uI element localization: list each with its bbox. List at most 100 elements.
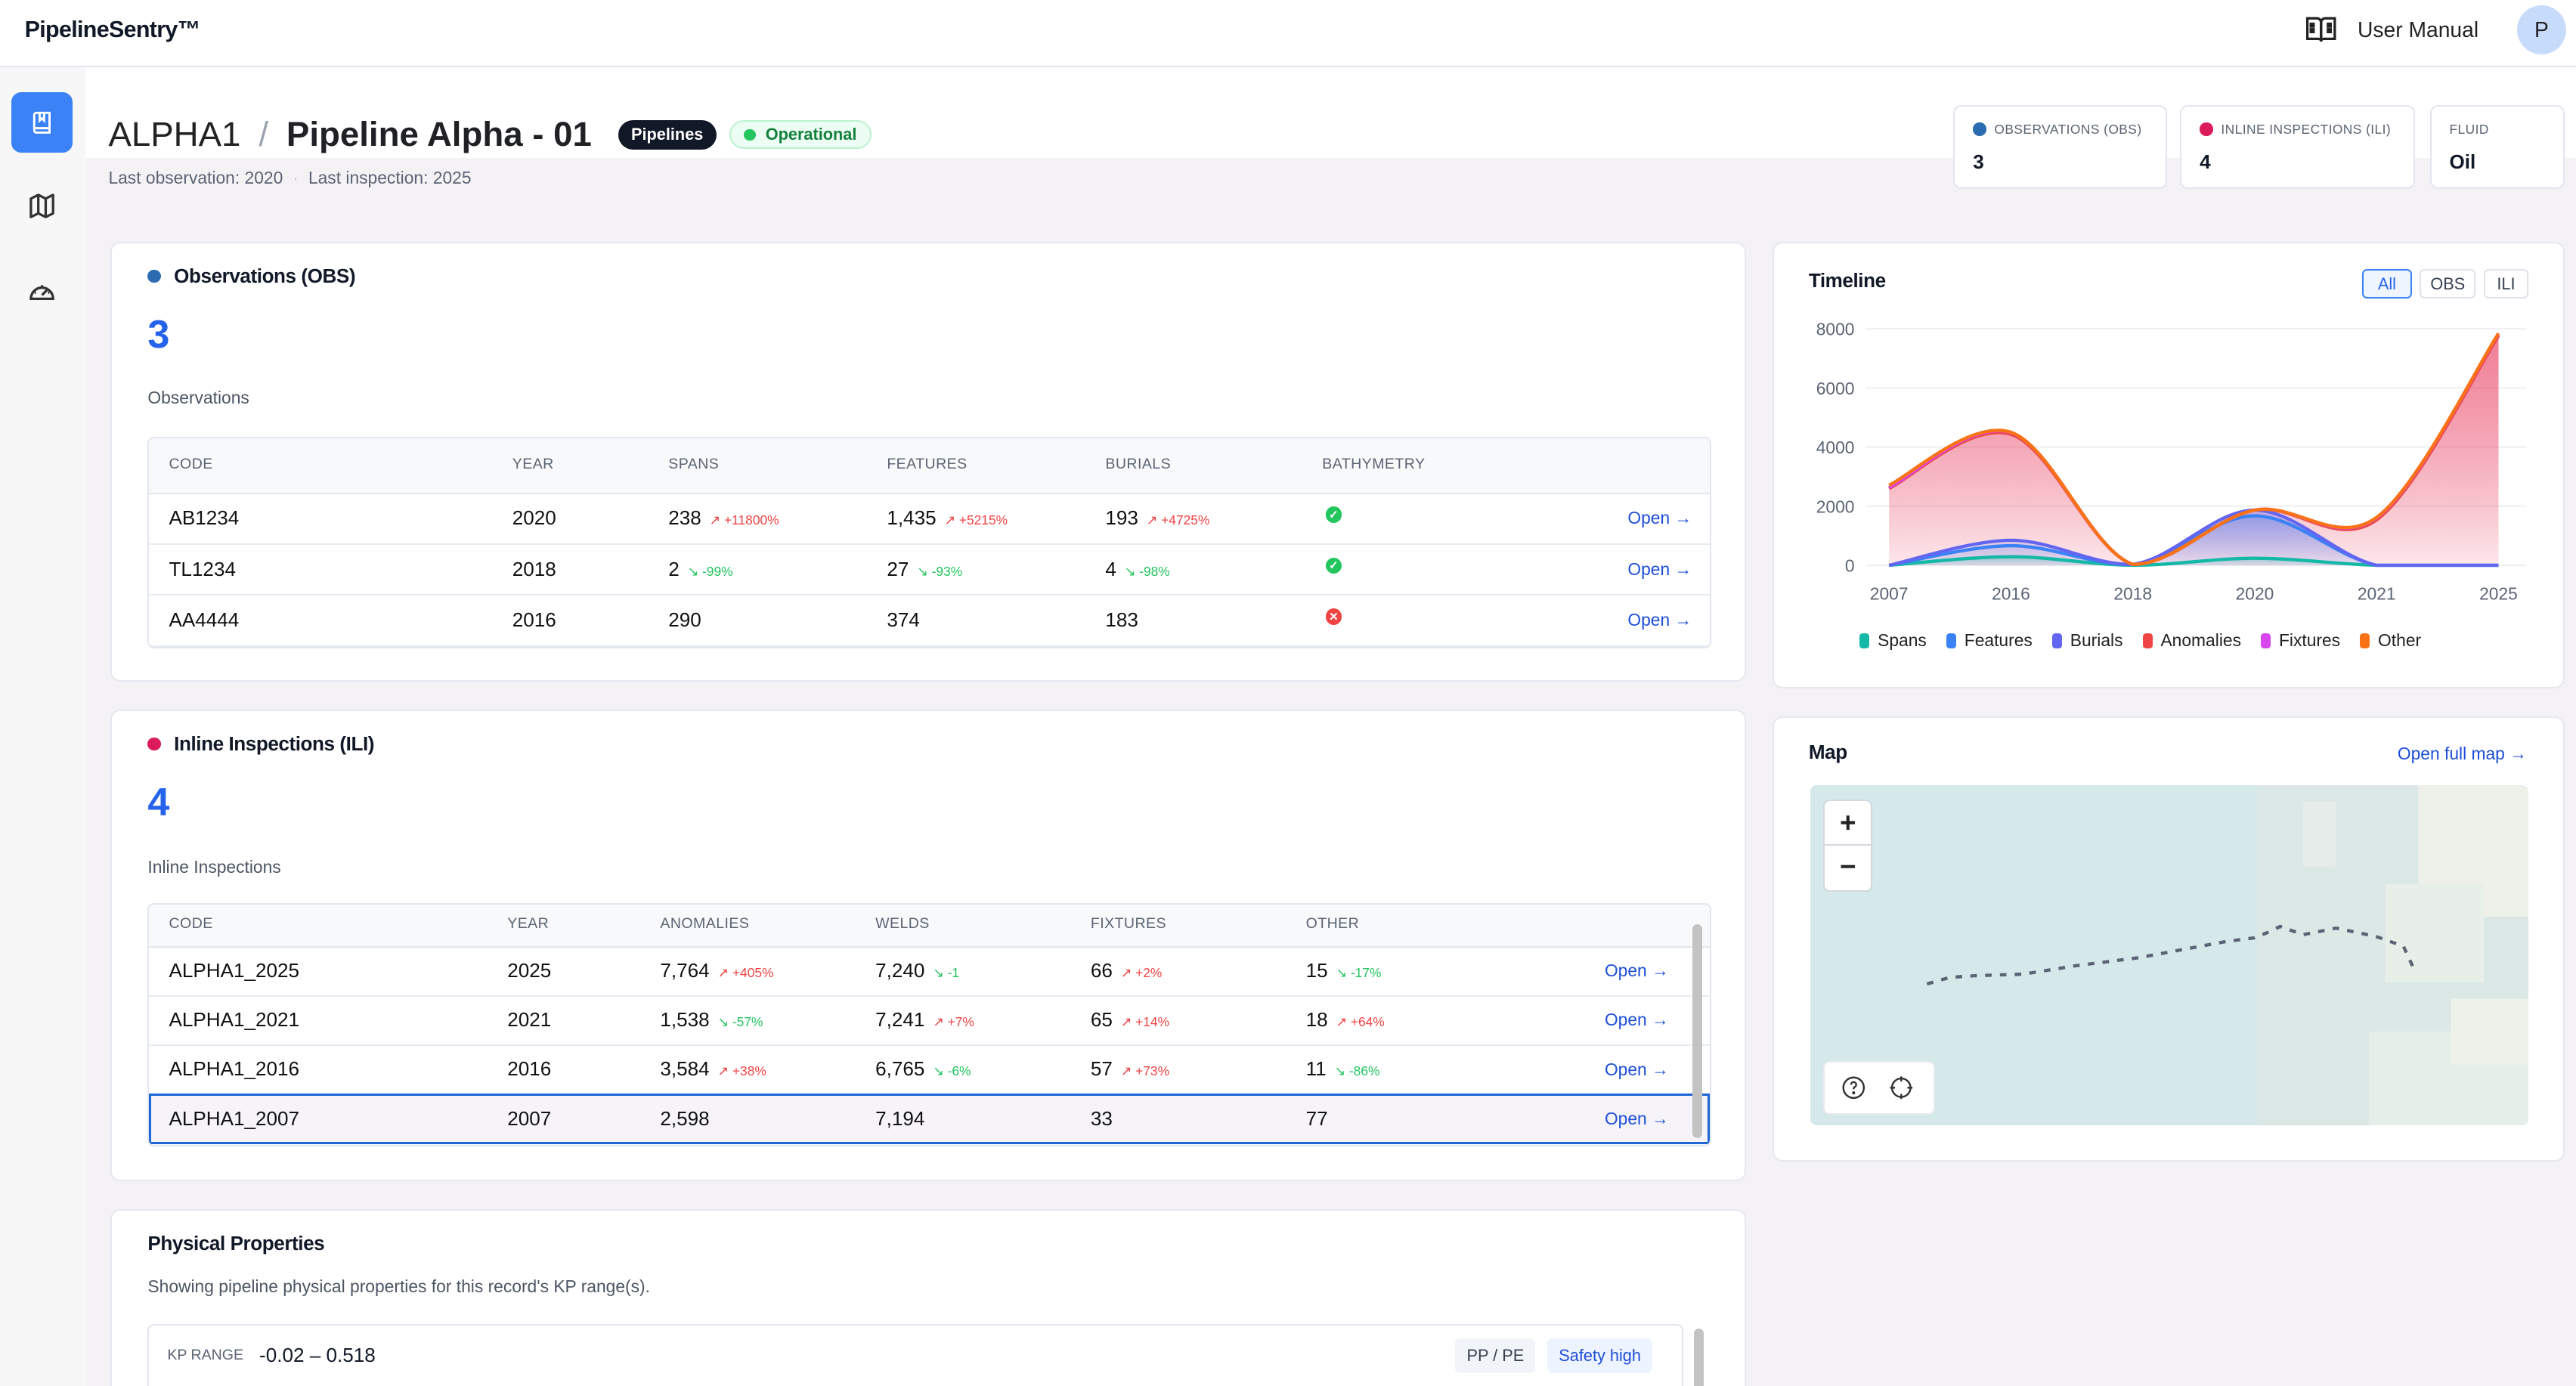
page-subtitle: Last observation: 2020 · Last inspection: …: [108, 168, 471, 188]
open-link[interactable]: Open →: [1627, 508, 1692, 528]
filter-all-button[interactable]: All: [2362, 269, 2412, 299]
other-value: 11: [1305, 1057, 1327, 1081]
table-row[interactable]: ALPHA1_2025 2025 7,764 ↗ +405% 7,240 ↘ -1 66 ↗ …: [149, 946, 1711, 997]
cell-features: 27 ↘ -93%: [887, 558, 962, 581]
physical-description: Showing pipeline physical properties for…: [147, 1276, 650, 1296]
other-value: 77: [1305, 1106, 1328, 1130]
physical-scrollbar[interactable]: [1693, 1329, 1704, 1386]
cell-code: AA4444: [169, 608, 240, 631]
table-row[interactable]: AA4444 2016 290 374 183 ✕ Open →: [149, 594, 1711, 647]
column-header: WELDS: [875, 915, 930, 933]
inspections-card: Inline Inspections (ILI) 4 Inline Inspec…: [110, 709, 1747, 1181]
welds-value: 7,241: [875, 1008, 925, 1032]
column-header: YEAR: [507, 915, 550, 933]
open-link[interactable]: Open →: [1604, 1059, 1669, 1079]
delta-value: -17%: [1350, 964, 1382, 980]
delta-value: +4725%: [1161, 512, 1210, 528]
welds-value: 7,240: [875, 958, 925, 982]
legend-item-fixtures[interactable]: Fixtures: [2261, 630, 2340, 651]
fixtures-delta: ↗ +2%: [1121, 965, 1163, 981]
avatar[interactable]: P: [2516, 5, 2566, 54]
open-link[interactable]: Open →: [1627, 558, 1692, 579]
line-burials[interactable]: [1888, 508, 2499, 567]
legend-swatch-icon: [2360, 633, 2370, 648]
legend-label: Other: [2378, 630, 2422, 651]
timeline-chart: 0 2000 4000 6000 8000 2007 2016 2018 2020 2021 202…: [1816, 319, 2527, 603]
legend-item-anomalies[interactable]: Anomalies: [2142, 630, 2241, 651]
cell-spans: 2 ↘ -99%: [668, 558, 732, 581]
locate-crosshair-icon[interactable]: [1889, 1075, 1914, 1100]
open-full-map-link[interactable]: Open full map →: [2397, 744, 2528, 764]
filter-obs-button[interactable]: OBS: [2420, 269, 2476, 299]
open-link[interactable]: Open →: [1604, 1108, 1669, 1128]
legend-swatch-icon: [2261, 633, 2271, 648]
table-row[interactable]: AB1234 2020 238 ↗ +11800% 1,435 ↗ +5215% 193 ↗ …: [149, 493, 1711, 546]
x-circle-icon: ✕: [1325, 608, 1342, 625]
anomalies-value: 7,764: [660, 958, 710, 982]
map-view[interactable]: + −: [1810, 784, 2528, 1125]
observations-table: CODE YEAR SPANS FEATURES BURIALS BATHYMETRY AB…: [147, 436, 1712, 648]
fixtures-value: 66: [1090, 958, 1113, 982]
table-header: CODE YEAR ANOMALIES WELDS FIXTURES OTHER: [149, 905, 1711, 948]
trend-down-icon: ↘: [717, 1014, 732, 1030]
cell-anomalies: 3,584 ↗ +38%: [660, 1057, 766, 1081]
legend-item-other[interactable]: Other: [2360, 630, 2421, 651]
filter-ili-button[interactable]: ILI: [2484, 269, 2528, 299]
ili-dot-icon: [147, 738, 161, 751]
gauge-icon: [29, 285, 54, 301]
burials-delta: ↘ -98%: [1125, 564, 1170, 580]
help-icon[interactable]: [1841, 1075, 1866, 1100]
land-area: [2451, 998, 2528, 1065]
zoom-in-button[interactable]: +: [1825, 801, 1872, 846]
cell-fixtures: 65 ↗ +14%: [1091, 1008, 1169, 1032]
cell-other: 18 ↗ +64%: [1306, 1008, 1385, 1032]
cell-code: ALPHA1_2007: [169, 1106, 300, 1130]
legend-item-burials[interactable]: Burials: [2051, 630, 2123, 651]
last-observation: Last observation: 2020: [108, 167, 283, 187]
y-tick-label: 0: [1845, 555, 1855, 575]
features-value: 374: [887, 608, 920, 631]
cell-burials: 183: [1105, 608, 1138, 632]
table-row[interactable]: ALPHA1_2016 2016 3,584 ↗ +38% 6,765 ↘ -6% 57 ↗ …: [149, 1044, 1711, 1096]
cell-anomalies: 2,598: [660, 1107, 709, 1131]
legend-swatch-icon: [2051, 633, 2062, 648]
delta-value: -86%: [1348, 1063, 1380, 1079]
app-logo[interactable]: PipelineSentry™: [24, 16, 201, 42]
x-tick-label: 2007: [1870, 583, 1909, 603]
line-other[interactable]: [1888, 332, 2500, 566]
legend-item-spans[interactable]: Spans: [1859, 630, 1927, 651]
anomalies-delta: ↘ -57%: [718, 1014, 763, 1030]
spans-value: 238: [668, 506, 701, 530]
cell-welds: 7,240 ↘ -1: [875, 959, 959, 982]
pipeline-code: ALPHA1: [108, 115, 241, 154]
open-link[interactable]: Open →: [1604, 961, 1669, 981]
inspections-scrollbar[interactable]: [1692, 924, 1702, 1139]
y-tick-label: 4000: [1816, 438, 1855, 457]
inspections-table: CODE YEAR ANOMALIES WELDS FIXTURES OTHER ALPHA…: [147, 903, 1712, 1146]
open-link[interactable]: Open →: [1627, 610, 1692, 630]
x-tick-label: 2018: [2114, 583, 2153, 603]
sidebar-item-dashboard[interactable]: [11, 261, 72, 322]
kp-range-row[interactable]: KP RANGE -0.02 – 0.518 PP / PE Safety hi…: [147, 1323, 1684, 1386]
column-header: SPANS: [668, 455, 720, 472]
legend-item-features[interactable]: Features: [1946, 630, 2033, 651]
user-manual-link[interactable]: User Manual: [2305, 13, 2478, 45]
table-row[interactable]: ALPHA1_2007 2007 2,598 7,194 33 77 Open →: [149, 1094, 1711, 1145]
sidebar-item-records[interactable]: [11, 91, 73, 153]
table-row[interactable]: TL1234 2018 2 ↘ -99% 27 ↘ -93% 4 ↘ -98% ✓ Open →: [149, 543, 1711, 596]
x-tick-label: 2016: [1992, 583, 2030, 603]
stat-value: 3: [1973, 150, 1984, 174]
sidebar-item-map[interactable]: [11, 176, 72, 237]
spans-delta: ↘ -99%: [688, 564, 733, 580]
features-delta: ↗ +5215%: [944, 512, 1008, 528]
table-row[interactable]: ALPHA1_2021 2021 1,538 ↘ -57% 7,241 ↗ +7% 65 ↗ …: [149, 995, 1711, 1046]
pipeline-route[interactable]: [1926, 924, 2415, 985]
cell-anomalies: 1,538 ↘ -57%: [660, 1008, 763, 1032]
cell-year: 2018: [512, 557, 556, 580]
timeline-card: Timeline All OBS ILI 0 2000 4000 6000 8000 20…: [1773, 241, 2565, 688]
welds-value: 6,765: [875, 1057, 925, 1081]
cell-other: 15 ↘ -17%: [1306, 959, 1382, 982]
open-link[interactable]: Open →: [1604, 1010, 1669, 1030]
zoom-out-button[interactable]: −: [1840, 851, 1856, 883]
trend-up-icon: ↗: [1120, 1014, 1136, 1030]
